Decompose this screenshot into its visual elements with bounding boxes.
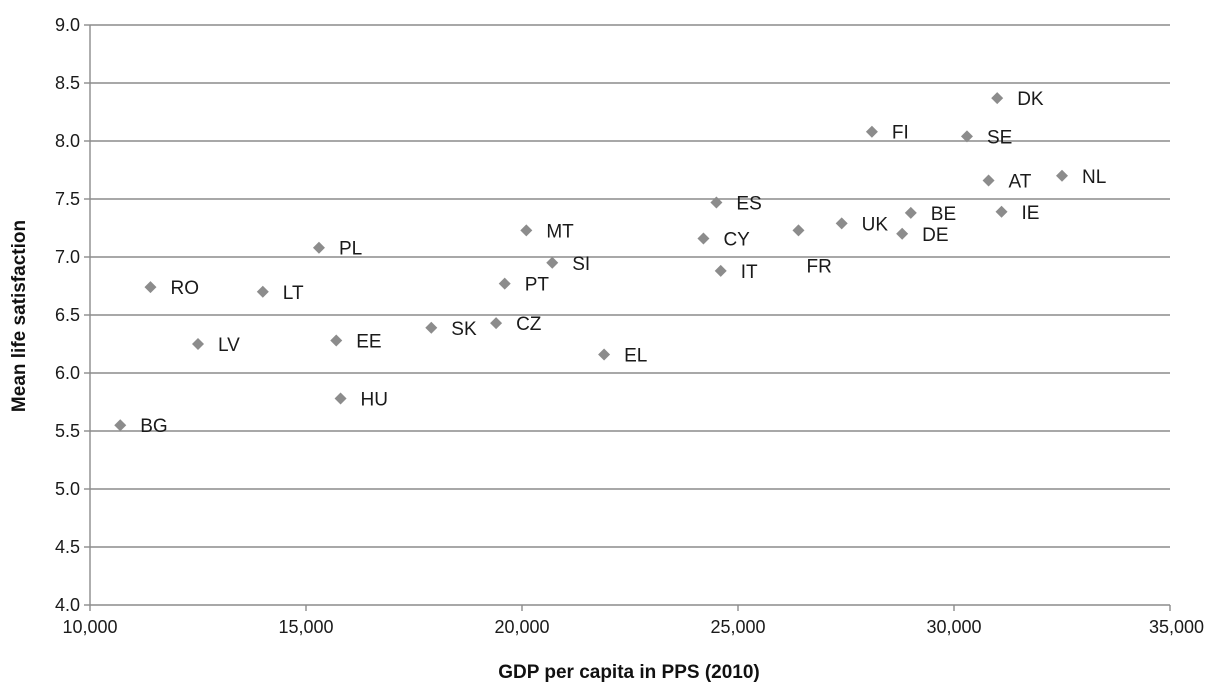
data-points: BG RO LV LT PL EE HU SK CZ PT MT SI EL CY ES IT FR UK FI DE…: [114, 89, 1106, 437]
x-tick-label: 10,000: [62, 617, 117, 637]
y-axis-title: Mean life satisfaction: [9, 220, 30, 412]
point-label-pt: PT: [525, 275, 550, 296]
y-tick-label: 4.0: [55, 595, 80, 615]
y-tick-label: 5.5: [55, 421, 80, 441]
point-label-se: SE: [987, 127, 1012, 148]
point-label-cz: CZ: [516, 314, 542, 335]
data-point-mt: [520, 224, 533, 237]
data-point-si: [546, 256, 559, 269]
data-point-pl: [312, 241, 325, 254]
data-point-dk: [991, 92, 1004, 105]
y-tick-label: 6.5: [55, 305, 80, 325]
data-point-se: [960, 130, 973, 143]
point-label-fi: FI: [892, 123, 909, 144]
point-label-es: ES: [736, 193, 761, 214]
point-label-dk: DK: [1017, 89, 1044, 110]
x-axis-tick-labels: 10,000 15,000 20,000 25,000 30,000 35,000: [62, 617, 1204, 637]
data-point-be: [904, 206, 917, 219]
data-point-hu: [334, 392, 347, 405]
data-point-cy: [697, 232, 710, 245]
point-label-bg: BG: [140, 416, 167, 437]
data-point-el: [598, 348, 611, 361]
y-tick-label: 4.5: [55, 537, 80, 557]
data-point-cz: [490, 317, 503, 330]
data-point-es: [710, 196, 723, 209]
data-point-uk: [835, 217, 848, 230]
data-point-de: [896, 227, 909, 240]
point-label-uk: UK: [862, 214, 889, 235]
data-point-lv: [192, 338, 204, 350]
y-tick-label: 9.0: [55, 15, 80, 35]
x-tick-label: 30,000: [926, 617, 981, 637]
gridlines: [90, 24, 1170, 548]
y-tick-label: 8.5: [55, 73, 80, 93]
point-label-lt: LT: [283, 283, 304, 304]
y-tick-label: 7.0: [55, 247, 80, 267]
point-label-mt: MT: [546, 221, 574, 242]
point-label-ie: IE: [1022, 203, 1040, 224]
point-label-sk: SK: [451, 319, 477, 340]
point-label-de: DE: [922, 225, 948, 246]
y-tick-label: 7.5: [55, 189, 80, 209]
point-label-el: EL: [624, 345, 647, 366]
x-axis-title: GDP per capita in PPS (2010): [498, 662, 760, 683]
point-label-pl: PL: [339, 239, 362, 260]
data-point-lt: [256, 285, 269, 298]
data-point-ro: [144, 281, 157, 294]
data-point-fr: [792, 224, 805, 237]
point-label-lv: LV: [218, 335, 240, 356]
data-point-nl: [1056, 169, 1068, 182]
point-label-nl: NL: [1082, 167, 1106, 188]
point-label-fr: FR: [806, 256, 831, 277]
data-point-sk: [425, 321, 438, 334]
data-point-ee: [330, 334, 343, 347]
x-tick-label: 15,000: [278, 617, 333, 637]
data-point-it: [714, 264, 727, 277]
data-point-pt: [498, 277, 511, 290]
x-tick-label: 20,000: [494, 617, 549, 637]
y-tick-label: 8.0: [55, 131, 80, 151]
data-point-ie: [995, 205, 1008, 218]
point-label-cy: CY: [723, 229, 750, 250]
point-label-be: BE: [931, 204, 956, 225]
axes: [84, 24, 1171, 611]
data-point-at: [982, 174, 995, 187]
x-tick-label: 25,000: [710, 617, 765, 637]
x-tick-label: 35,000: [1149, 617, 1204, 637]
point-label-hu: HU: [361, 390, 388, 411]
point-label-it: IT: [741, 262, 758, 283]
y-axis-tick-labels: 4.0 4.5 5.0 5.5 6.0 6.5 7.0 7.5 8.0 8.5 9.0: [55, 15, 80, 615]
point-label-ee: EE: [356, 332, 381, 353]
data-point-bg: [114, 419, 127, 432]
point-label-ro: RO: [170, 278, 199, 299]
data-point-fi: [865, 125, 878, 138]
point-label-at: AT: [1009, 171, 1032, 192]
y-tick-label: 5.0: [55, 479, 80, 499]
point-label-si: SI: [572, 254, 590, 275]
y-tick-label: 6.0: [55, 363, 80, 383]
